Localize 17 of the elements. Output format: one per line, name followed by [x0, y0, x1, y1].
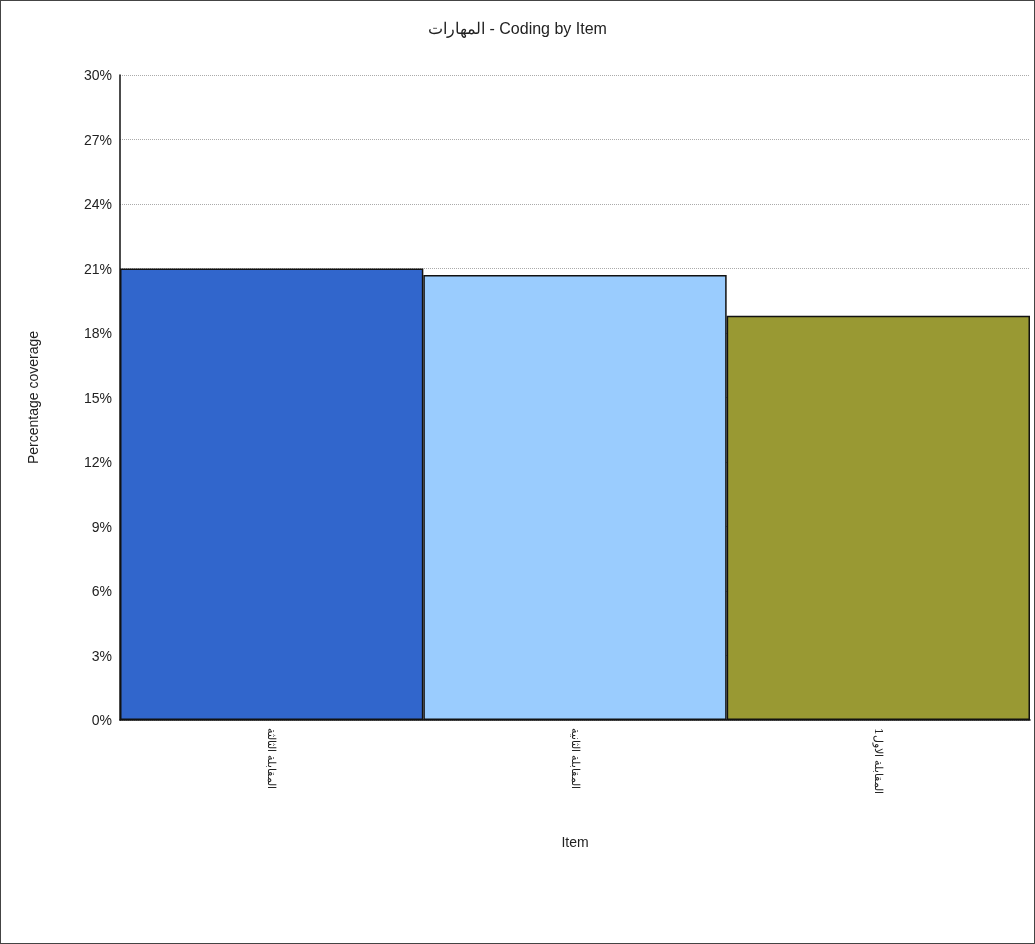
x-tick-label: المقابلة الثالثة [265, 728, 279, 790]
y-tick-label: 12% [83, 454, 112, 470]
y-tick-label: 15% [83, 389, 112, 406]
y-tick-label: 3% [91, 647, 112, 664]
y-tick-label: 18% [83, 325, 112, 341]
y-tick-label: 24% [83, 196, 112, 212]
x-tick-label: المقابلة الاول1 [871, 728, 885, 795]
x-axis-title: Item [561, 834, 589, 850]
chart-title: المهارات - Coding by Item [428, 19, 607, 38]
y-tick-label: 30% [83, 67, 112, 83]
y-tick-label: 21% [83, 260, 112, 277]
y-tick-label: 0% [91, 712, 112, 728]
x-tick-label: المقابلة الثانية [568, 728, 582, 790]
y-tick-label: 9% [91, 518, 112, 535]
y-axis-title: Percentage coverage [25, 330, 41, 465]
y-tick-label: 27% [83, 131, 112, 148]
y-tick-label: 6% [91, 583, 112, 599]
